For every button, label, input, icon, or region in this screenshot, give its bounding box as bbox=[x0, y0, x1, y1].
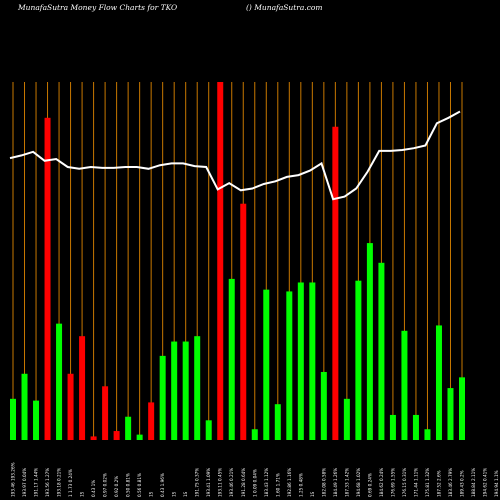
sell-bar bbox=[217, 82, 224, 440]
x-tick-label: 1S bbox=[149, 491, 154, 497]
x-tick-label: 191.17 1.44% bbox=[34, 468, 39, 497]
sell-bar bbox=[113, 431, 120, 440]
x-tick-label: 1S bbox=[310, 491, 315, 497]
buy-bar bbox=[251, 429, 258, 440]
x-tick-label: 0.56 0.81% bbox=[137, 473, 142, 497]
sell-bar bbox=[148, 402, 155, 440]
buy-bar bbox=[389, 414, 396, 440]
buy-bar bbox=[263, 289, 270, 440]
x-tick-label: 0.69 0.24% bbox=[367, 473, 372, 497]
buy-bar bbox=[136, 434, 143, 440]
price-line bbox=[9, 110, 461, 201]
buy-bar bbox=[10, 398, 16, 440]
buy-bar bbox=[286, 291, 293, 440]
x-tick-label: 193.56 1.27% bbox=[45, 468, 50, 497]
buy-bar bbox=[274, 404, 281, 440]
x-tick-label: 187.52 2.6% bbox=[436, 470, 441, 497]
buy-bar bbox=[33, 400, 40, 440]
chart-header-left: MunafaSutra Money Flow Charts for TKO bbox=[17, 3, 177, 12]
x-tick-label: 193.11 0.45% bbox=[218, 468, 223, 497]
x-tick-label: 184.49 1.26% bbox=[333, 468, 338, 497]
buy-bar bbox=[297, 282, 304, 440]
x-tick-label: 0.43 1.96% bbox=[160, 473, 165, 497]
sell-bar bbox=[332, 126, 339, 440]
buy-bar bbox=[159, 355, 166, 440]
buy-bar bbox=[182, 341, 189, 440]
sell-bar bbox=[102, 386, 109, 440]
buy-bar bbox=[309, 282, 316, 440]
buy-bar bbox=[125, 416, 132, 440]
buy-bar bbox=[366, 243, 373, 440]
buy-bar bbox=[401, 330, 408, 440]
x-tick-label: 194.68 1.02% bbox=[356, 468, 361, 497]
buy-bar bbox=[194, 336, 201, 440]
buy-bar bbox=[343, 398, 350, 440]
buy-bar bbox=[435, 325, 442, 440]
buy-bar bbox=[21, 373, 28, 440]
chart-header-right: () MunafaSutra.com bbox=[246, 3, 323, 12]
buy-bar bbox=[228, 278, 235, 440]
x-tick-label: 194.62 0.41% bbox=[483, 468, 488, 497]
money-flow-bars bbox=[10, 82, 465, 441]
buy-bar bbox=[320, 371, 327, 440]
x-tick-label: 1 0.09 0.04% bbox=[252, 469, 257, 497]
x-tick-label: 0.43 1% bbox=[91, 480, 96, 497]
buy-bar bbox=[459, 377, 465, 440]
x-tick-label: 191.28 0.64% bbox=[241, 468, 246, 497]
x-tick-label: 1.25 0.48% bbox=[298, 473, 303, 497]
x-tick-label: 0.92 0.2% bbox=[114, 476, 119, 497]
x-tick-label: 184.62 0.24% bbox=[379, 468, 384, 497]
x-tick-label: 176.69 1.55% bbox=[390, 468, 395, 497]
x-tick-label: 193.18 0.21% bbox=[57, 468, 62, 497]
x-tick-label: 1S bbox=[80, 491, 85, 497]
x-tick-label: 191.75 0.37% bbox=[195, 468, 200, 497]
x-tick-label: 183.46 2.79% bbox=[448, 468, 453, 497]
x-tick-label: 187.33 1.42% bbox=[344, 468, 349, 497]
x-tick-label: 0.50 0.81% bbox=[126, 473, 131, 497]
x-tick-label: 193.97 0.04% bbox=[22, 468, 27, 497]
x-tick-label: 193.46 0.21% bbox=[229, 468, 234, 497]
x-tick-label: 189.43 0.2% bbox=[460, 470, 465, 497]
sell-bar bbox=[79, 336, 86, 440]
x-tick-label: 171.44 1.11% bbox=[413, 468, 418, 497]
x-tick-label: 192.86 1.16% bbox=[287, 468, 292, 497]
x-tick-label: 194.94 1.1% bbox=[494, 470, 499, 497]
x-tick-label: 175.81 1.32% bbox=[425, 468, 430, 497]
buy-bar bbox=[205, 420, 212, 440]
x-tick-label: 1S bbox=[183, 491, 188, 497]
x-tick-label: 1 1.73 0.24% bbox=[68, 469, 73, 497]
buy-bar bbox=[56, 323, 63, 440]
sell-bar bbox=[67, 373, 74, 440]
x-tick-label: 188.84 2.11% bbox=[471, 468, 476, 497]
buy-bar bbox=[355, 280, 362, 440]
x-tick-label: 183.43 1.12% bbox=[264, 468, 269, 497]
buy-bar bbox=[378, 262, 385, 440]
sell-bar bbox=[240, 203, 247, 440]
x-tick-label: 176.15 0.31% bbox=[402, 468, 407, 497]
x-tick-label: 0.97 0.02% bbox=[103, 473, 108, 497]
x-tick-label: 193.46 193.26% bbox=[11, 462, 16, 497]
sell-bar bbox=[44, 117, 51, 441]
buy-bar bbox=[424, 429, 431, 440]
x-tick-label: 182.08 0.58% bbox=[321, 468, 326, 497]
buy-bar bbox=[447, 388, 454, 440]
sell-bar bbox=[90, 436, 97, 440]
x-tick-label: 193.41 1.09% bbox=[206, 468, 211, 497]
x-tick-labels: 193.46 193.26% 193.97 0.04% 191.17 1.44% 19… bbox=[11, 462, 500, 497]
x-tick-label: 1S bbox=[172, 491, 177, 497]
buy-bar bbox=[171, 341, 178, 440]
x-tick-label: 1.60 1.71% bbox=[275, 473, 280, 497]
buy-bar bbox=[412, 414, 419, 440]
